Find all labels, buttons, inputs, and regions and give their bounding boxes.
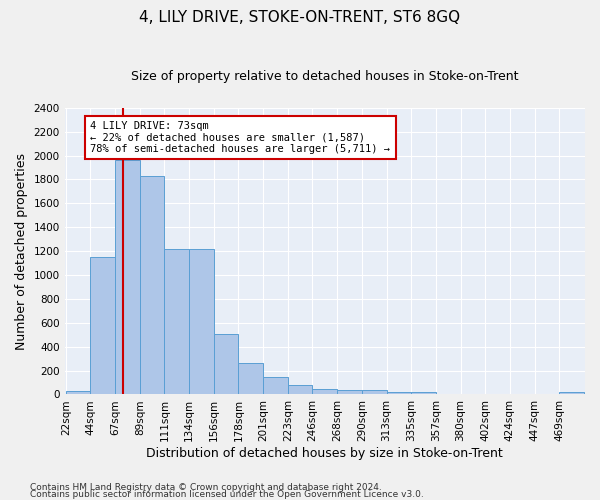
Bar xyxy=(91,257,115,394)
Y-axis label: Number of detached properties: Number of detached properties xyxy=(15,152,28,350)
Bar xyxy=(115,160,140,394)
X-axis label: Distribution of detached houses by size in Stoke-on-Trent: Distribution of detached houses by size … xyxy=(146,447,503,460)
Bar xyxy=(362,390,386,394)
Text: Contains HM Land Registry data © Crown copyright and database right 2024.: Contains HM Land Registry data © Crown c… xyxy=(30,484,382,492)
Bar xyxy=(288,385,313,394)
Bar xyxy=(140,176,164,394)
Bar xyxy=(386,392,411,394)
Bar xyxy=(214,334,238,394)
Bar xyxy=(313,388,337,394)
Bar xyxy=(238,363,263,394)
Bar xyxy=(337,390,362,394)
Bar xyxy=(66,391,91,394)
Bar xyxy=(263,376,288,394)
Title: Size of property relative to detached houses in Stoke-on-Trent: Size of property relative to detached ho… xyxy=(131,70,518,83)
Text: 4, LILY DRIVE, STOKE-ON-TRENT, ST6 8GQ: 4, LILY DRIVE, STOKE-ON-TRENT, ST6 8GQ xyxy=(139,10,461,25)
Text: Contains public sector information licensed under the Open Government Licence v3: Contains public sector information licen… xyxy=(30,490,424,499)
Bar xyxy=(411,392,436,394)
Bar xyxy=(164,248,189,394)
Bar xyxy=(559,392,584,394)
Text: 4 LILY DRIVE: 73sqm
← 22% of detached houses are smaller (1,587)
78% of semi-det: 4 LILY DRIVE: 73sqm ← 22% of detached ho… xyxy=(91,121,391,154)
Bar xyxy=(189,248,214,394)
